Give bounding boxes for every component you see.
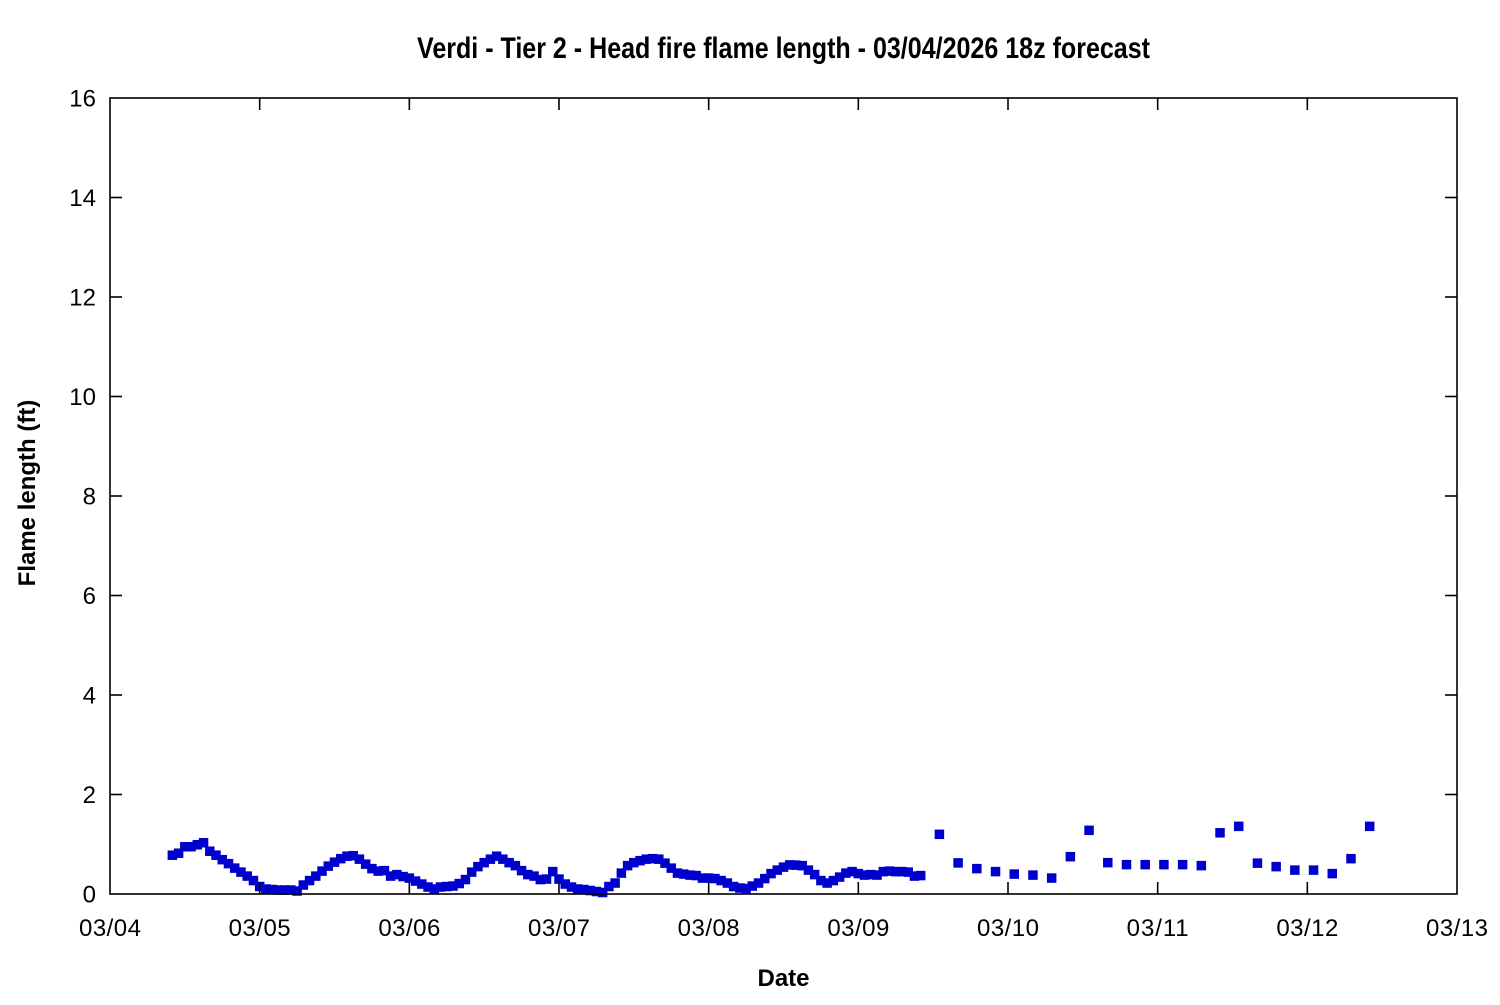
svg-text:Flame length (ft): Flame length (ft): [14, 400, 41, 587]
svg-text:Verdi - Tier 2 - Head fire fla: Verdi - Tier 2 - Head fire flame length …: [417, 32, 1150, 65]
svg-text:12: 12: [69, 285, 96, 312]
svg-text:03/12: 03/12: [1276, 915, 1338, 942]
svg-text:10: 10: [69, 384, 96, 411]
svg-text:03/09: 03/09: [827, 915, 889, 942]
svg-text:2: 2: [83, 782, 96, 809]
svg-text:03/07: 03/07: [528, 915, 590, 942]
svg-text:03/04: 03/04: [79, 915, 141, 942]
svg-text:14: 14: [69, 185, 96, 212]
svg-text:0: 0: [83, 882, 96, 909]
svg-text:03/05: 03/05: [229, 915, 291, 942]
svg-text:6: 6: [83, 583, 96, 610]
svg-text:Date: Date: [757, 965, 809, 992]
svg-text:4: 4: [83, 683, 96, 710]
svg-text:03/08: 03/08: [678, 915, 740, 942]
svg-text:03/10: 03/10: [977, 915, 1039, 942]
svg-text:16: 16: [69, 86, 96, 113]
svg-text:03/06: 03/06: [378, 915, 440, 942]
svg-text:03/11: 03/11: [1127, 915, 1189, 942]
svg-text:8: 8: [83, 484, 96, 511]
svg-text:03/13: 03/13: [1426, 915, 1488, 942]
